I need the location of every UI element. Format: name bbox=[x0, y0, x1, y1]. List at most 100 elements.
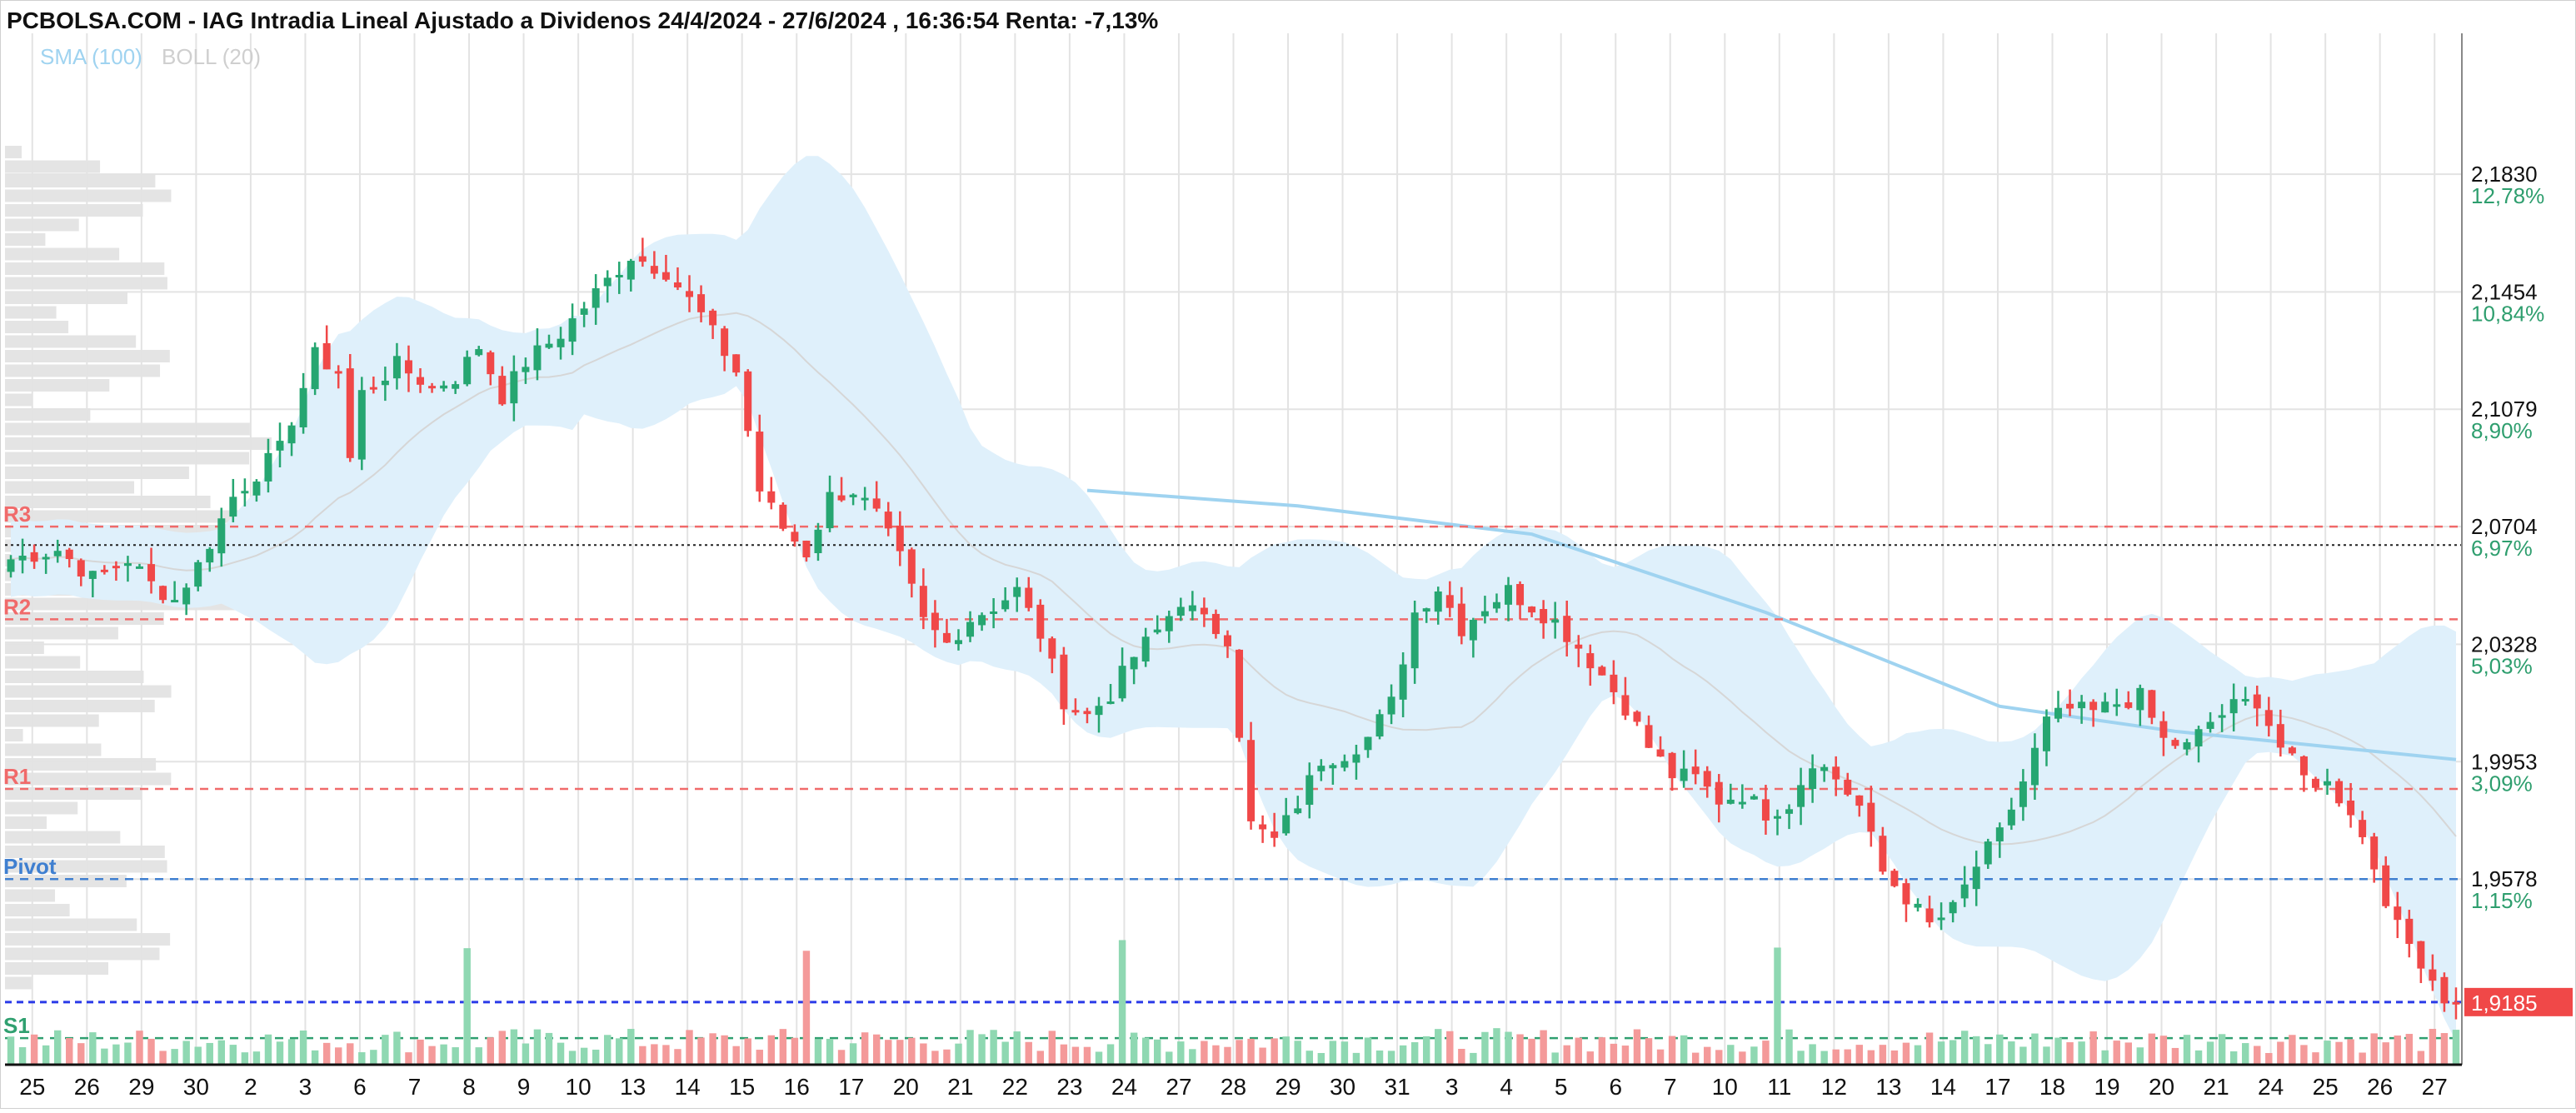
candle-body bbox=[1726, 799, 1735, 804]
volume-bar bbox=[475, 1047, 482, 1065]
candle-body bbox=[1025, 587, 1033, 608]
volume-bar bbox=[2405, 1034, 2414, 1065]
volume-bar bbox=[2089, 1031, 2097, 1065]
volume-bar bbox=[1166, 1051, 1173, 1065]
candle-body bbox=[7, 559, 15, 572]
candle-body bbox=[1586, 653, 1595, 669]
candle-body bbox=[2347, 800, 2355, 816]
candle-body bbox=[2276, 724, 2284, 748]
y-tick-percent: 8,90% bbox=[2471, 418, 2533, 443]
volume-bar bbox=[159, 1051, 167, 1065]
volume-bar bbox=[1902, 1042, 1910, 1065]
candle-body bbox=[1118, 666, 1126, 699]
candle-body bbox=[311, 347, 319, 390]
volume-profile-bar bbox=[5, 306, 57, 319]
volume-bar bbox=[1516, 1034, 1524, 1065]
candle-body bbox=[1410, 612, 1419, 669]
candle-body bbox=[1223, 635, 1231, 646]
x-tick-label: 24 bbox=[2258, 1074, 2284, 1100]
volume-bar bbox=[112, 1044, 120, 1065]
candle-body bbox=[2078, 701, 2086, 709]
volume-bar bbox=[2312, 1052, 2319, 1065]
volume-bar bbox=[2300, 1045, 2308, 1065]
volume-bar bbox=[1422, 1036, 1430, 1065]
candle-body bbox=[756, 432, 764, 492]
candle-body bbox=[872, 498, 881, 509]
x-tick-label: 27 bbox=[1166, 1074, 1191, 1100]
candle-body bbox=[1761, 799, 1770, 821]
y-tick-label: 2,0704 bbox=[2471, 514, 2538, 539]
x-tick-label: 30 bbox=[183, 1074, 209, 1100]
candle-body bbox=[1387, 696, 1395, 715]
candle-body bbox=[2440, 976, 2449, 1004]
volume-profile-bar bbox=[5, 247, 120, 261]
volume-bar bbox=[1984, 1044, 1992, 1065]
candle-body bbox=[603, 277, 612, 287]
x-tick-label: 30 bbox=[1330, 1074, 1355, 1100]
candle-body bbox=[369, 387, 377, 390]
volume-profile-bar bbox=[5, 656, 81, 669]
candle-body bbox=[2299, 756, 2308, 776]
candle-body bbox=[2066, 703, 2074, 709]
candle-body bbox=[2405, 918, 2414, 945]
candle-body bbox=[1633, 711, 1641, 722]
volume-bar bbox=[487, 1037, 494, 1065]
volume-bar bbox=[2043, 1046, 2050, 1065]
candle-body bbox=[1036, 604, 1045, 639]
candle-body bbox=[990, 611, 998, 614]
candle-body bbox=[1925, 908, 1934, 923]
candle-body bbox=[463, 357, 472, 385]
y-tick-percent: 1,15% bbox=[2471, 888, 2533, 913]
volume-bar bbox=[1739, 1051, 1746, 1065]
candle-body bbox=[1294, 808, 1302, 814]
volume-bar bbox=[42, 1045, 50, 1065]
candle-body bbox=[452, 384, 460, 389]
volume-bar bbox=[498, 1031, 507, 1065]
volume-bar bbox=[2254, 1046, 2261, 1065]
volume-bar bbox=[66, 1038, 73, 1065]
candle-body bbox=[171, 600, 179, 603]
candle-body bbox=[650, 266, 658, 274]
candle-body bbox=[1621, 695, 1630, 716]
volume-bar bbox=[2078, 1041, 2085, 1065]
volume-profile-bar bbox=[5, 976, 32, 990]
volume-profile-bar bbox=[5, 889, 56, 902]
volume-profile-bar bbox=[5, 904, 70, 916]
candle-body bbox=[2089, 701, 2098, 711]
candle-body bbox=[1540, 609, 1548, 624]
volume-bar bbox=[1317, 1052, 1325, 1065]
candle-body bbox=[1071, 710, 1080, 713]
volume-bar bbox=[943, 1049, 951, 1065]
volume-profile-bar bbox=[5, 831, 121, 844]
volume-bar bbox=[147, 1038, 155, 1065]
volume-bar bbox=[1013, 1031, 1021, 1065]
volume-bar bbox=[1375, 1051, 1384, 1065]
candle-body bbox=[1680, 768, 1688, 781]
bollinger-band-area bbox=[11, 156, 2456, 1041]
volume-bar bbox=[322, 1042, 331, 1065]
sma-indicator-label[interactable]: SMA (100) bbox=[40, 44, 142, 69]
volume-bar bbox=[2417, 1051, 2425, 1065]
volume-bar bbox=[2194, 1050, 2203, 1065]
x-tick-label: 17 bbox=[1984, 1074, 2010, 1100]
boll-indicator-label[interactable]: BOLL (20) bbox=[162, 44, 261, 69]
candle-body bbox=[1282, 815, 1290, 834]
volume-bar bbox=[2324, 1041, 2331, 1065]
volume-bar bbox=[1118, 940, 1126, 1065]
candle-body bbox=[1317, 766, 1325, 771]
candle-body bbox=[1505, 585, 1513, 605]
candle-body bbox=[1563, 616, 1571, 642]
volume-bar bbox=[1890, 1050, 1899, 1065]
candle-body bbox=[2394, 906, 2402, 921]
volume-bar bbox=[1189, 1049, 1196, 1065]
volume-bar bbox=[229, 1045, 237, 1065]
candle-body bbox=[498, 376, 507, 405]
volume-bar bbox=[252, 1051, 261, 1065]
candle-body bbox=[2452, 1001, 2460, 1005]
candle-body bbox=[533, 345, 542, 371]
candle-body bbox=[159, 586, 167, 601]
volume-bar bbox=[779, 1029, 787, 1065]
volume-bar bbox=[1832, 1049, 1840, 1065]
candle-body bbox=[1399, 664, 1407, 700]
volume-bar bbox=[1060, 1044, 1068, 1065]
